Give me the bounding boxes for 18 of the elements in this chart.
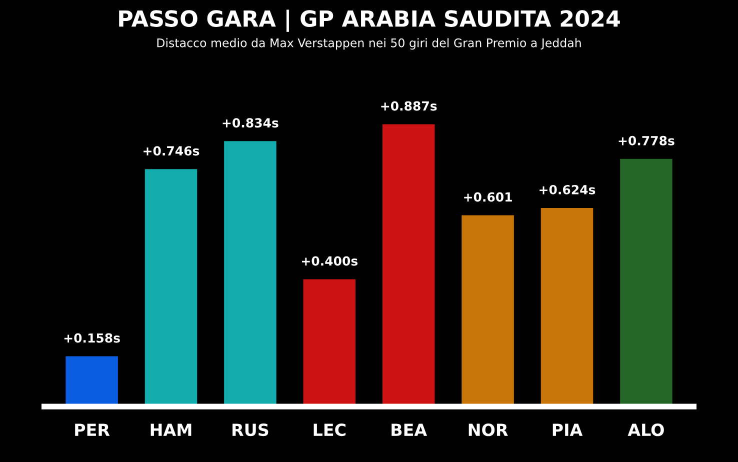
data-label: +0.158s	[64, 333, 120, 343]
chart-title: PASSO GARA | GP ARABIA SAUDITA 2024	[119, 10, 620, 32]
x-tick-label: PER	[75, 424, 110, 436]
data-label: +0.601	[464, 192, 512, 202]
data-label: +0.778s	[618, 136, 674, 146]
data-label: +0.624s	[540, 184, 596, 194]
x-tick-label: BEA	[392, 424, 428, 436]
x-tick-label: HAM	[150, 424, 192, 436]
data-label: +0.887s	[381, 101, 437, 111]
data-label: +0.400s	[302, 256, 358, 266]
x-tick-label: RUS	[232, 424, 268, 436]
data-label: +0.834s	[222, 118, 278, 128]
chart-subtitle: Distacco medio da Max Verstappen nei 50 giri del Gran Premio a Jeddah	[157, 38, 581, 50]
x-tick-label: LEC	[314, 424, 346, 436]
x-tick-label: PIA	[552, 424, 583, 436]
data-label: +0.746s	[144, 146, 200, 156]
x-tick-label: NOR	[468, 424, 508, 436]
x-tick-label: ALO	[628, 424, 664, 436]
